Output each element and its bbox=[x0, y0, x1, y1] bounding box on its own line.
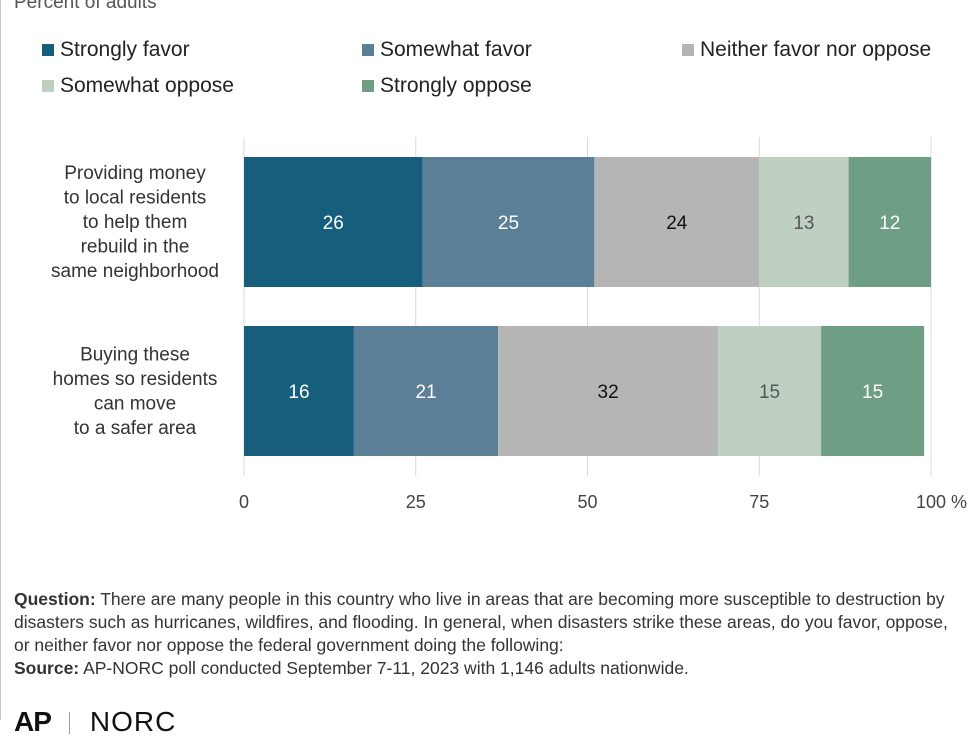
legend-item-strongly-oppose: Strongly oppose bbox=[362, 74, 532, 98]
category-label: Buying these homes so residents can move to… bbox=[53, 344, 218, 439]
bar-segment bbox=[422, 157, 595, 287]
logo-row: AP NORC bbox=[14, 708, 176, 738]
data-label: 25 bbox=[498, 213, 519, 234]
legend-item-neither: Neither favor nor oppose bbox=[682, 38, 931, 62]
bar-segment bbox=[594, 157, 760, 287]
stacked-bar-chart: 26 25 24 13 12 16 21 32 15 15 Providing money to l… bbox=[51, 137, 967, 512]
x-tick-label: 0 bbox=[239, 492, 249, 512]
chart-subtitle: Percent of adults bbox=[14, 0, 157, 13]
question-label: Question: bbox=[14, 589, 96, 609]
data-label: 24 bbox=[666, 213, 688, 234]
legend-item-strongly-favor: Strongly favor bbox=[42, 38, 190, 62]
legend-swatch bbox=[362, 44, 374, 56]
data-label: 15 bbox=[862, 382, 883, 403]
legend-swatch bbox=[42, 44, 54, 56]
x-axis-unit: % bbox=[951, 492, 967, 512]
x-tick-label: 75 bbox=[749, 492, 769, 512]
legend-label: Neither favor nor oppose bbox=[700, 38, 932, 61]
x-tick-label: 100 bbox=[916, 492, 946, 512]
x-axis-ticks: 0 25 50 75 100% bbox=[239, 492, 967, 512]
data-labels: 26 25 24 13 12 16 21 32 15 15 bbox=[288, 213, 900, 403]
legend-label: Somewhat oppose bbox=[60, 74, 234, 97]
bar-segment bbox=[244, 157, 423, 287]
data-label: 13 bbox=[793, 213, 814, 234]
source-text: AP-NORC poll conducted September 7-11, 2… bbox=[83, 658, 689, 678]
x-tick-label: 25 bbox=[406, 492, 426, 512]
data-label: 26 bbox=[323, 213, 344, 234]
data-label: 21 bbox=[415, 382, 436, 403]
category-label: Providing money to local residents to help… bbox=[51, 163, 219, 282]
ap-logo: AP bbox=[14, 706, 52, 737]
chart-legend: Strongly favor Somewhat favor Neither fa… bbox=[42, 38, 962, 108]
data-label: 15 bbox=[759, 382, 780, 403]
category-labels: Providing money to local residents to help… bbox=[51, 163, 219, 439]
data-label: 16 bbox=[288, 382, 309, 403]
legend-item-somewhat-favor: Somewhat favor bbox=[362, 38, 532, 62]
legend-swatch bbox=[362, 80, 374, 92]
legend-label: Strongly favor bbox=[60, 38, 190, 61]
legend-label: Somewhat favor bbox=[380, 38, 532, 61]
logo-divider bbox=[68, 712, 70, 734]
bar-segment bbox=[821, 326, 925, 456]
data-label: 12 bbox=[879, 213, 900, 234]
bars bbox=[244, 157, 931, 456]
footnote: Question: There are many people in this … bbox=[14, 588, 964, 680]
norc-logo: NORC bbox=[89, 706, 177, 737]
x-tick-label: 50 bbox=[577, 492, 597, 512]
frame-border bbox=[0, 0, 1, 720]
bar-segment bbox=[498, 326, 719, 456]
bar-segment bbox=[848, 157, 931, 287]
bar-segment bbox=[759, 157, 849, 287]
bar-segment bbox=[244, 326, 354, 456]
question-text: There are many people in this country wh… bbox=[14, 589, 948, 655]
legend-label: Strongly oppose bbox=[380, 74, 532, 97]
source-label: Source: bbox=[14, 658, 80, 678]
legend-swatch bbox=[682, 44, 694, 56]
bar-segment bbox=[718, 326, 822, 456]
data-label: 32 bbox=[598, 382, 619, 403]
bar-segment bbox=[353, 326, 499, 456]
legend-item-somewhat-oppose: Somewhat oppose bbox=[42, 74, 234, 98]
legend-swatch bbox=[42, 80, 54, 92]
